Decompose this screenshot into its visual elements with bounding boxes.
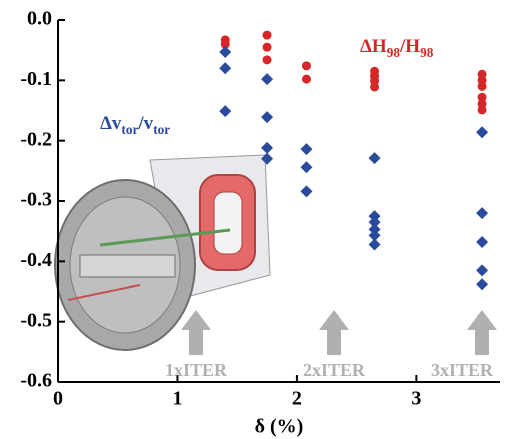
arrow: [181, 310, 211, 355]
circle-point: [477, 92, 487, 102]
diamond-point: [476, 278, 489, 291]
y-tick-label: -0.2: [20, 128, 52, 150]
circle-point: [301, 61, 311, 71]
circle-point: [262, 55, 272, 65]
x-tick-label: 1: [172, 388, 182, 410]
diamond-point: [368, 238, 381, 251]
diamond-point: [476, 126, 489, 139]
arrow: [467, 310, 497, 355]
subscript: tor: [153, 122, 170, 137]
diamond-point: [261, 152, 274, 165]
y-tick-label: 0.0: [27, 8, 52, 30]
x-axis-label: δ (%): [255, 416, 304, 438]
diamond-point: [368, 152, 381, 165]
annotation: Δvtor/vtor: [100, 113, 170, 137]
device-illustration: [54, 154, 271, 351]
y-tick-label: -0.5: [20, 309, 52, 331]
diamond-point: [261, 73, 274, 86]
x-tick-label: 2: [292, 388, 302, 410]
diamond-point: [368, 223, 381, 236]
subscript: tor: [121, 122, 138, 137]
circle-point: [262, 30, 272, 40]
subscript: 98: [387, 45, 401, 60]
annotation: 1xITER: [165, 360, 228, 380]
diamond-point: [300, 185, 313, 198]
circle-point: [370, 82, 380, 92]
circle-point: [477, 105, 487, 115]
diamond-point: [368, 216, 381, 229]
annotation-part: Δv: [100, 113, 122, 134]
diamond-point: [219, 105, 232, 118]
diamond-point: [368, 229, 381, 242]
diamond-point: [219, 62, 232, 75]
diamond-point: [476, 236, 489, 249]
diamond-point: [300, 143, 313, 156]
arrow: [319, 310, 349, 355]
annotation: 2xITER: [303, 360, 366, 380]
diamond-point: [219, 45, 232, 58]
diamond-point: [476, 207, 489, 220]
annotation: 3xITER: [431, 360, 494, 380]
annotation-part: /H: [399, 36, 420, 57]
circle-point: [301, 74, 311, 84]
diamond-point: [261, 141, 274, 154]
annotation-part: 3xITER: [431, 360, 494, 380]
diamond-point: [368, 210, 381, 223]
subscript: 98: [420, 45, 434, 60]
circle-point: [220, 39, 230, 49]
y-tick-label: -0.1: [20, 68, 52, 90]
annotation-part: 1xITER: [165, 360, 228, 380]
x-tick-label: 3: [411, 388, 421, 410]
diamond-point: [261, 111, 274, 124]
annotation-part: /v: [137, 113, 153, 134]
y-tick-label: -0.6: [20, 370, 52, 392]
annotation: ΔH98/H98: [360, 36, 434, 60]
x-tick-label: 0: [53, 388, 63, 410]
diamond-point: [300, 161, 313, 174]
annotation-part: 2xITER: [303, 360, 366, 380]
y-tick-label: -0.3: [20, 189, 52, 211]
y-tick-label: -0.4: [20, 249, 52, 271]
circle-point: [477, 81, 487, 91]
diamond-point: [476, 264, 489, 277]
circle-point: [262, 42, 272, 52]
annotation-part: ΔH: [360, 36, 387, 57]
